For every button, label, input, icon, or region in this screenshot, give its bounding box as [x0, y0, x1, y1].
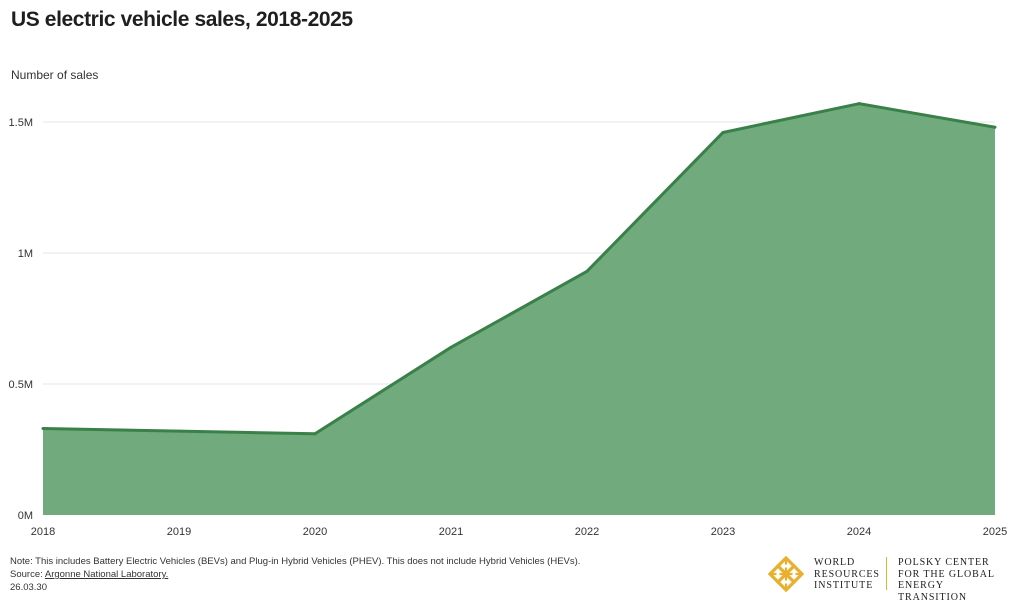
chart-title: US electric vehicle sales, 2018-2025 — [11, 8, 353, 31]
polsky-line-1: POLSKY CENTER — [898, 557, 990, 568]
x-tick-layer: 2018 2019 2020 2021 2022 2023 2024 2025 — [31, 526, 1007, 538]
source-prefix: Source: — [10, 569, 45, 580]
x-tick-label-2024: 2024 — [847, 526, 871, 538]
logo-divider — [886, 557, 887, 590]
polsky-wordmark: POLSKY CENTER FOR THE GLOBAL ENERGY TRAN… — [898, 557, 1014, 603]
x-tick-label-2020: 2020 — [303, 526, 327, 538]
y-tick-label-3: 1.5M — [9, 117, 33, 129]
x-tick-label-2023: 2023 — [711, 526, 735, 538]
source-link[interactable]: Argonne National Laboratory. — [44, 569, 169, 580]
org-logo: WORLD RESOURCES INSTITUTE POLSKY CENTER … — [768, 556, 1014, 603]
wri-line-2: RESOURCES — [814, 568, 880, 580]
x-tick-label-2022: 2022 — [575, 526, 599, 538]
y-tick-label-2: 1M — [18, 248, 33, 260]
y-axis-label: Number of sales — [11, 68, 99, 82]
wri-wordmark: WORLD RESOURCES INSTITUTE — [814, 557, 880, 592]
area-layer — [41, 102, 997, 515]
data-point-2020 — [313, 432, 317, 436]
data-point-2021 — [449, 345, 453, 349]
footer-date: 26.03.30 — [10, 582, 47, 593]
footer-note: Note: This includes Battery Electric Veh… — [10, 556, 581, 567]
series-line — [42, 102, 996, 436]
x-tick-label-2019: 2019 — [167, 526, 191, 538]
polsky-line-3: ENERGY TRANSITION — [898, 580, 967, 603]
wri-knot-logo-icon — [768, 556, 804, 592]
data-point-2025 — [993, 125, 997, 129]
data-point-2019 — [177, 429, 181, 433]
y-tick-label-1: 0.5M — [9, 379, 33, 391]
x-tick-label-2018: 2018 — [31, 526, 55, 538]
chart-footer: Note: This includes Battery Electric Veh… — [10, 555, 580, 594]
data-point-2024 — [857, 102, 861, 106]
wri-line-3: INSTITUTE — [814, 580, 874, 591]
polsky-line-2: FOR THE GLOBAL — [898, 568, 995, 580]
data-point-2023 — [721, 130, 725, 134]
x-tick-label-2021: 2021 — [439, 526, 463, 538]
data-point-2022 — [585, 269, 589, 273]
y-tick-layer: 0M 0.5M 1M 1.5M — [9, 117, 33, 522]
data-point-2018 — [41, 427, 45, 431]
area-chart: 0M 0.5M 1M 1.5M 2018 2019 2020 2021 2022 2023 202… — [9, 102, 1007, 538]
y-tick-label-0: 0M — [18, 510, 33, 522]
wri-line-1: WORLD — [814, 557, 856, 568]
footer-source: Source: Argonne National Laboratory. — [10, 568, 580, 581]
x-tick-label-2025: 2025 — [983, 526, 1007, 538]
